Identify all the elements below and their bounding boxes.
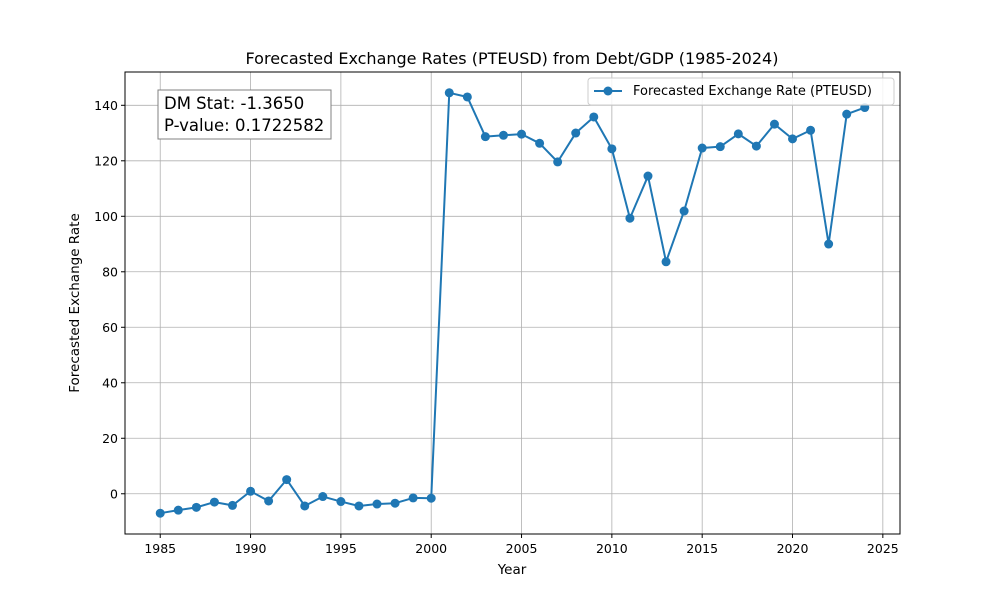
data-point	[679, 206, 689, 216]
x-tick-label: 2005	[506, 541, 538, 556]
data-point	[246, 486, 256, 496]
data-point	[517, 129, 527, 139]
data-point	[806, 125, 816, 135]
data-point	[607, 144, 617, 154]
data-point	[571, 128, 581, 138]
data-point	[480, 132, 490, 142]
y-tick-label: 40	[102, 375, 118, 390]
legend-frame	[587, 77, 895, 106]
grid-lines	[125, 72, 900, 534]
data-point	[173, 505, 183, 515]
data-point	[589, 112, 599, 122]
y-tick-label: 80	[102, 264, 118, 279]
y-tick-label: 140	[94, 98, 118, 113]
data-point	[408, 493, 418, 503]
plot-frame	[124, 71, 901, 535]
data-point	[462, 92, 472, 102]
legend-marker-swatch	[603, 86, 613, 96]
x-tick-label: 2010	[596, 541, 628, 556]
data-point	[625, 213, 635, 223]
data-point	[191, 502, 201, 512]
x-tick-label: 1995	[325, 541, 357, 556]
data-point	[354, 501, 364, 511]
x-tick-label: 1985	[144, 541, 176, 556]
data-point	[264, 496, 274, 506]
y-tick-label: 100	[94, 209, 118, 224]
x-axis-label: Year	[497, 562, 527, 578]
stat-annotation-frame	[157, 89, 332, 140]
series-line	[160, 91, 866, 515]
x-tick-label: 2000	[415, 541, 447, 556]
data-point	[697, 143, 707, 153]
data-point	[498, 130, 508, 140]
legend: Forecasted Exchange Rate (PTEUSD)	[587, 77, 895, 106]
data-point	[300, 501, 310, 511]
data-point	[733, 129, 743, 139]
data-point	[643, 171, 653, 181]
series-layer	[155, 88, 870, 518]
data-point	[372, 499, 382, 509]
data-point	[553, 157, 563, 167]
x-tick-label: 1990	[235, 541, 267, 556]
data-point	[426, 493, 436, 503]
data-point	[751, 141, 761, 151]
data-point	[824, 239, 834, 249]
data-point	[155, 508, 165, 518]
x-tick-label: 2020	[777, 541, 809, 556]
data-point	[318, 492, 328, 502]
stat-annotation-box: DM Stat: -1.3650 P-value: 0.1722582	[157, 89, 332, 140]
data-point	[227, 500, 237, 510]
data-point	[661, 257, 671, 267]
data-point	[769, 119, 779, 129]
data-point	[715, 142, 725, 152]
y-axis-label: Forecasted Exchange Rate	[67, 213, 83, 393]
data-point	[282, 475, 292, 485]
data-point	[535, 138, 545, 148]
p-value-text: P-value: 0.1722582	[164, 116, 324, 135]
x-axis-ticks: 1985 1990 1995 2000 2005 2010 2015 2020 2025	[144, 534, 899, 556]
y-tick-label: 120	[94, 153, 118, 168]
data-point	[444, 88, 454, 98]
y-tick-label: 0	[110, 486, 118, 501]
data-point	[842, 109, 852, 119]
x-tick-label: 2025	[867, 541, 899, 556]
y-tick-label: 20	[102, 431, 118, 446]
data-point	[209, 497, 219, 507]
y-axis-ticks: 0 20 40 60 80 100 120 140	[94, 98, 125, 501]
dm-stat-text: DM Stat: -1.3650	[164, 94, 304, 113]
data-point	[788, 134, 798, 144]
legend-entry-label: Forecasted Exchange Rate (PTEUSD)	[633, 84, 872, 99]
data-point	[390, 498, 400, 508]
chart-title: Forecasted Exchange Rates (PTEUSD) from …	[246, 49, 779, 68]
x-tick-label: 2015	[686, 541, 718, 556]
y-tick-label: 60	[102, 320, 118, 335]
data-point	[336, 497, 346, 507]
